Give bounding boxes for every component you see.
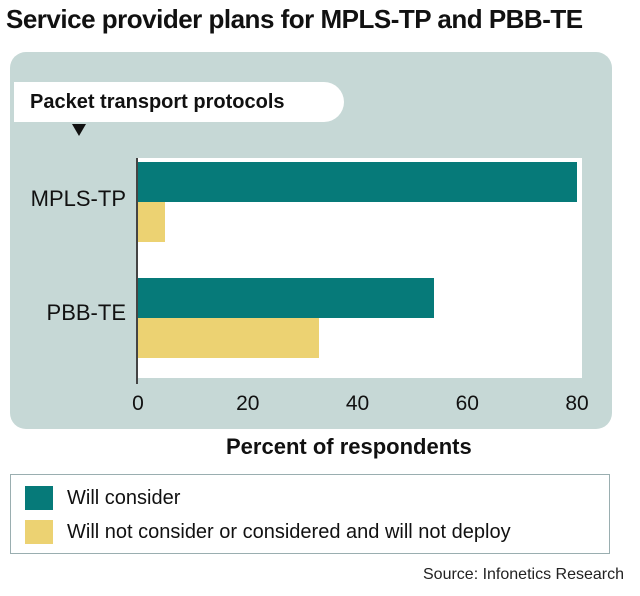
- chart-title: Service provider plans for MPLS-TP and P…: [6, 4, 583, 34]
- bar-mpls-tp-will-not: [138, 202, 166, 242]
- legend-swatch-will-not: [25, 520, 53, 544]
- x-tick-label-40: 40: [345, 392, 370, 415]
- bar-pbb-te-will-not: [138, 318, 320, 358]
- pointer-arrow-icon: [72, 124, 86, 136]
- source-note: Source: Infonetics Research: [423, 566, 624, 583]
- legend: Will consider Will not consider or consi…: [10, 474, 610, 554]
- category-axis-header: Packet transport protocols: [14, 82, 344, 122]
- bar-mpls-tp-will-consider: [138, 162, 577, 202]
- legend-item-will-consider: Will consider: [25, 483, 180, 513]
- y-axis-line: [136, 158, 138, 384]
- x-tick-label-60: 60: [455, 392, 479, 415]
- x-tick-label-20: 20: [236, 392, 260, 415]
- bar-pbb-te-will-consider: [138, 278, 435, 318]
- legend-item-will-not: Will not consider or considered and will…: [25, 517, 511, 547]
- legend-label-will-not: Will not consider or considered and will…: [67, 520, 511, 543]
- category-label-pbb-te: PBB-TE: [46, 300, 126, 325]
- x-tick-label-0: 0: [132, 392, 144, 415]
- legend-swatch-will-consider: [25, 486, 53, 510]
- category-label-mpls-tp: MPLS-TP: [30, 186, 126, 211]
- legend-label-will-consider: Will consider: [67, 486, 181, 509]
- x-tick-label-80: 80: [565, 392, 589, 415]
- x-axis-label: Percent of respondents: [226, 434, 472, 459]
